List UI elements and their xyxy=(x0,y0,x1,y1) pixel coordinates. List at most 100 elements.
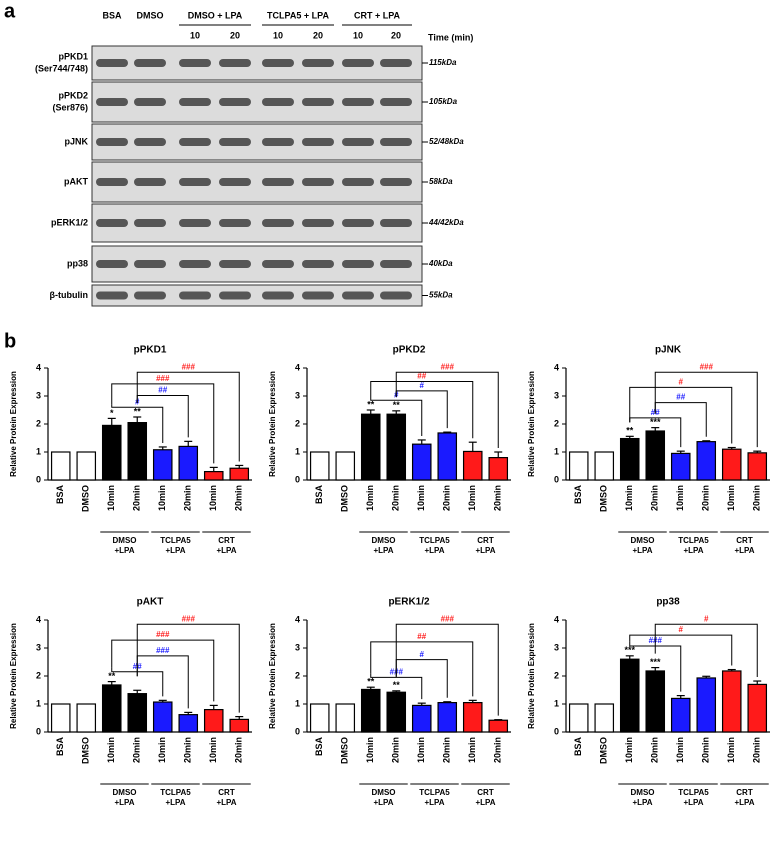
row-label: pJNK xyxy=(64,136,88,146)
time-unit: Time (min) xyxy=(428,32,473,42)
chart-title: pp38 xyxy=(656,597,680,608)
blot-band xyxy=(380,178,412,186)
group-label: CRT xyxy=(477,788,494,797)
blot-band xyxy=(96,98,128,106)
group-label: DMSO xyxy=(113,536,137,545)
significance-bracket xyxy=(370,641,474,697)
y-axis-label: Relative Protein Expression xyxy=(9,623,18,729)
group-label: DMSO xyxy=(631,788,655,797)
blot-band xyxy=(262,98,294,106)
blot-band xyxy=(134,178,166,186)
x-tick-label: 10min xyxy=(467,485,477,511)
size-label: 105kDa xyxy=(429,97,458,106)
blot-band xyxy=(96,219,128,227)
blot-band xyxy=(302,219,334,227)
y-axis-label: Relative Protein Expression xyxy=(268,623,277,729)
blot-band xyxy=(219,219,251,227)
significance-bracket xyxy=(111,404,164,443)
group-label: CRT + LPA xyxy=(354,10,401,20)
group-label: +LPA xyxy=(165,546,185,555)
group-label: +LPA xyxy=(683,798,703,807)
group-label: +LPA xyxy=(632,546,652,555)
blot-band xyxy=(380,138,412,146)
bar xyxy=(309,451,330,481)
blot-band xyxy=(179,59,211,67)
significance-bracket xyxy=(370,396,423,436)
x-tick-label: 20min xyxy=(391,737,401,763)
row-label: (Ser876) xyxy=(52,102,88,112)
bar xyxy=(229,718,250,733)
x-tick-label: 20min xyxy=(650,485,660,511)
significance-star: ** xyxy=(367,399,375,409)
time-label: 20 xyxy=(230,30,240,40)
blot-band xyxy=(342,59,374,67)
x-tick-label: 10min xyxy=(624,485,634,511)
y-tick-label: 2 xyxy=(36,670,41,680)
bar xyxy=(203,708,224,733)
bracket-label: ### xyxy=(156,646,170,655)
time-label: 10 xyxy=(190,30,200,40)
bar xyxy=(178,445,199,481)
y-tick-label: 0 xyxy=(295,726,300,736)
y-tick-label: 3 xyxy=(554,642,559,652)
bracket-label: ## xyxy=(417,372,426,381)
bar xyxy=(360,688,381,733)
group-label: DMSO xyxy=(113,788,137,797)
y-tick-label: 3 xyxy=(36,390,41,400)
group-label: TCLPA5 + LPA xyxy=(267,10,329,20)
blot-band xyxy=(302,98,334,106)
bar xyxy=(488,719,509,733)
y-tick-label: 1 xyxy=(554,446,559,456)
bar xyxy=(360,413,381,481)
bracket-label: ## xyxy=(158,386,167,395)
group-label: TCLPA5 xyxy=(419,536,450,545)
bar xyxy=(721,670,742,733)
x-tick-label: BSA xyxy=(573,485,583,505)
x-tick-label: 10min xyxy=(365,737,375,763)
significance-star: * xyxy=(110,408,114,418)
bracket-label: ### xyxy=(700,362,714,371)
significance-bracket xyxy=(395,623,499,716)
group-label: TCLPA5 xyxy=(678,536,709,545)
significance-star: ** xyxy=(393,400,401,410)
blot-band xyxy=(96,260,128,268)
blot-band xyxy=(380,291,412,300)
group-label: +LPA xyxy=(424,546,444,555)
blot-band xyxy=(96,178,128,186)
x-tick-label: 20min xyxy=(391,485,401,511)
x-tick-label: BSA xyxy=(55,737,65,757)
bracket-label: # xyxy=(679,378,684,387)
blot-band xyxy=(262,138,294,146)
x-tick-label: 10min xyxy=(208,737,218,763)
group-label: +LPA xyxy=(734,798,754,807)
significance-star: *** xyxy=(650,657,661,667)
bracket-label: ### xyxy=(182,614,196,623)
significance-bracket xyxy=(629,386,733,444)
size-label: 44/42kDa xyxy=(428,218,464,227)
group-label: TCLPA5 xyxy=(160,788,191,797)
bar xyxy=(386,691,407,733)
blot-band xyxy=(262,219,294,227)
bar xyxy=(386,413,407,481)
y-tick-label: 0 xyxy=(36,474,41,484)
group-label: TCLPA5 xyxy=(160,536,191,545)
panel-label: b xyxy=(4,330,16,352)
row-label: β-tubulin xyxy=(50,290,88,300)
x-tick-label: DMSO xyxy=(599,737,609,764)
bar xyxy=(568,703,589,733)
blot-band xyxy=(219,291,251,300)
y-tick-label: 1 xyxy=(295,698,300,708)
bracket-label: ### xyxy=(441,614,455,623)
size-label: 58kDa xyxy=(429,177,453,186)
blot-band xyxy=(380,98,412,106)
bar xyxy=(619,437,640,481)
bracket-label: ### xyxy=(441,362,455,371)
significance-bracket xyxy=(370,381,474,439)
group-label: +LPA xyxy=(216,798,236,807)
x-tick-label: 10min xyxy=(416,737,426,763)
bar xyxy=(594,703,615,733)
x-tick-label: 20min xyxy=(132,485,142,511)
blot-band xyxy=(96,138,128,146)
significance-star: *** xyxy=(624,645,635,655)
bar xyxy=(101,684,122,733)
